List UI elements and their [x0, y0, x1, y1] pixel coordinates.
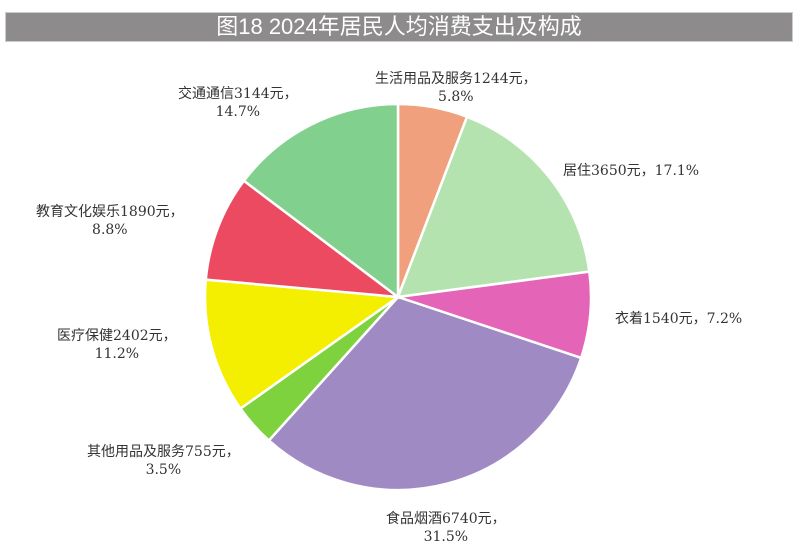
label-housing: 居住3650元，17.1% — [563, 163, 700, 179]
pie-slice-5 — [203, 278, 402, 411]
label-other: 其他用品及服务755元， 3.5% — [87, 444, 240, 478]
label-transport: 交通通信3144元， 14.7% — [178, 86, 298, 120]
label-daily-goods: 生活用品及服务1244元， 5.8% — [375, 71, 537, 105]
pie-slice-1 — [396, 115, 591, 299]
pie-slice-7 — [242, 102, 400, 300]
chart-title: 图18 2024年居民人均消费支出及构成 — [5, 12, 793, 42]
label-medical: 医疗保健2402元， 11.2% — [57, 328, 177, 362]
pie-slice-3 — [267, 295, 583, 492]
label-education: 教育文化娱乐1890元， 8.8% — [36, 204, 184, 238]
label-clothing: 衣着1540元，7.2% — [615, 311, 743, 327]
pie-slice-6 — [204, 179, 403, 299]
label-food: 食品烟酒6740元， 31.5% — [386, 511, 506, 545]
